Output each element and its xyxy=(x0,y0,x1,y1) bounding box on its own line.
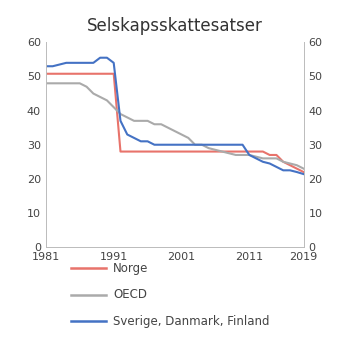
Text: Norge: Norge xyxy=(113,262,148,275)
Text: OECD: OECD xyxy=(113,288,147,301)
Text: Sverige, Danmark, Finland: Sverige, Danmark, Finland xyxy=(113,315,269,328)
Title: Selskapsskattesatser: Selskapsskattesatser xyxy=(87,17,263,35)
